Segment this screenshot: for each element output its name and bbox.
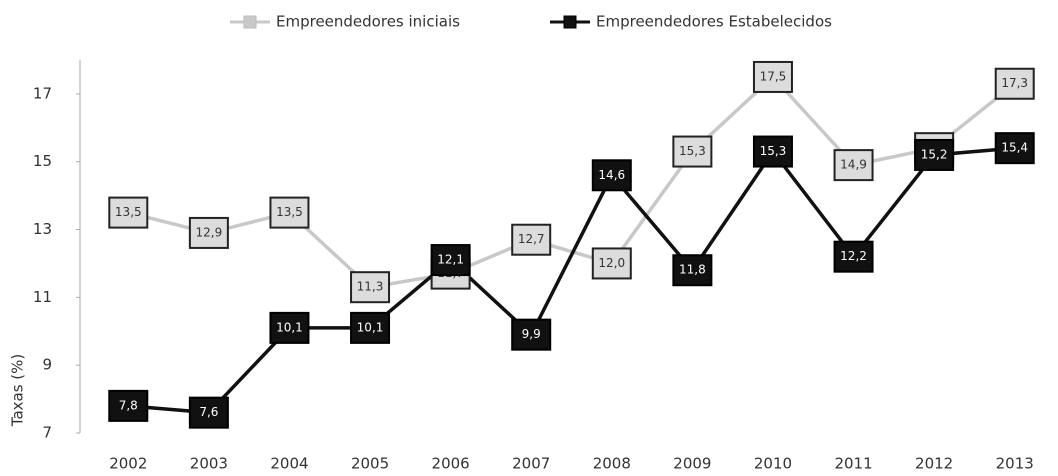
point-marker bbox=[994, 67, 1035, 100]
point-marker bbox=[269, 196, 310, 229]
point-marker bbox=[430, 244, 471, 277]
point-marker bbox=[350, 311, 391, 344]
point-marker bbox=[833, 149, 874, 182]
legend-label: Empreendedores Estabelecidos bbox=[596, 13, 832, 31]
point-marker bbox=[591, 159, 632, 192]
point-marker bbox=[591, 247, 632, 280]
data-label: 15,4 bbox=[1001, 141, 1028, 155]
data-label: 11,3 bbox=[357, 280, 384, 294]
point-marker bbox=[752, 60, 793, 93]
data-label: 14,6 bbox=[598, 168, 625, 182]
y-tick-label: 15 bbox=[33, 152, 52, 170]
point-marker bbox=[833, 240, 874, 273]
y-tick-label: 13 bbox=[33, 220, 52, 238]
data-label: 9,9 bbox=[522, 327, 541, 341]
point-marker bbox=[188, 396, 229, 429]
x-tick-label: 2009 bbox=[673, 455, 711, 473]
x-tick-label: 2012 bbox=[915, 455, 953, 473]
point-marker bbox=[511, 223, 552, 256]
legend-marker bbox=[563, 15, 577, 29]
x-tick-label: 2005 bbox=[351, 455, 389, 473]
data-label: 7,8 bbox=[119, 398, 138, 412]
data-label: 15,3 bbox=[679, 144, 706, 158]
x-tick-label: 2004 bbox=[270, 455, 308, 473]
point-marker bbox=[269, 311, 310, 344]
data-label: 13,5 bbox=[115, 205, 142, 219]
x-tick-label: 2003 bbox=[190, 455, 228, 473]
data-label: 17,3 bbox=[1001, 76, 1028, 90]
y-axis-label: Taxas (%) bbox=[9, 354, 27, 427]
data-label: 12,0 bbox=[598, 256, 625, 270]
data-label: 10,1 bbox=[357, 320, 384, 334]
data-label: 13,5 bbox=[276, 205, 303, 219]
x-tick-label: 2013 bbox=[996, 455, 1034, 473]
point-marker bbox=[672, 135, 713, 168]
data-label: 15,3 bbox=[760, 144, 787, 158]
y-tick-label: 9 bbox=[42, 356, 52, 374]
point-marker bbox=[188, 216, 229, 249]
data-label: 12,1 bbox=[437, 253, 464, 267]
point-marker bbox=[994, 132, 1035, 165]
x-tick-label: 2010 bbox=[754, 455, 792, 473]
data-label: 17,5 bbox=[760, 69, 787, 83]
point-marker bbox=[914, 138, 955, 171]
y-tick-label: 7 bbox=[42, 424, 52, 442]
point-marker bbox=[350, 271, 391, 304]
data-label: 12,9 bbox=[196, 225, 223, 239]
legend-marker bbox=[243, 15, 257, 29]
point-marker bbox=[672, 254, 713, 287]
x-tick-label: 2007 bbox=[512, 455, 550, 473]
point-marker bbox=[752, 135, 793, 168]
data-label: 11,8 bbox=[679, 263, 706, 277]
data-label: 12,7 bbox=[518, 232, 545, 246]
y-tick-label: 17 bbox=[33, 84, 52, 102]
legend-label: Empreendedores iniciais bbox=[276, 13, 460, 31]
point-marker bbox=[108, 389, 149, 422]
point-marker bbox=[108, 196, 149, 229]
x-tick-label: 2008 bbox=[593, 455, 631, 473]
y-tick-label: 11 bbox=[33, 288, 52, 306]
data-label: 14,9 bbox=[840, 158, 867, 172]
data-label: 12,2 bbox=[840, 249, 867, 263]
x-tick-label: 2011 bbox=[834, 455, 872, 473]
point-marker bbox=[511, 318, 552, 351]
x-tick-label: 2002 bbox=[109, 455, 147, 473]
data-label: 15,2 bbox=[921, 147, 948, 161]
x-tick-label: 2006 bbox=[432, 455, 470, 473]
data-label: 7,6 bbox=[199, 405, 218, 419]
data-label: 10,1 bbox=[276, 320, 303, 334]
series-line bbox=[128, 146, 1015, 415]
